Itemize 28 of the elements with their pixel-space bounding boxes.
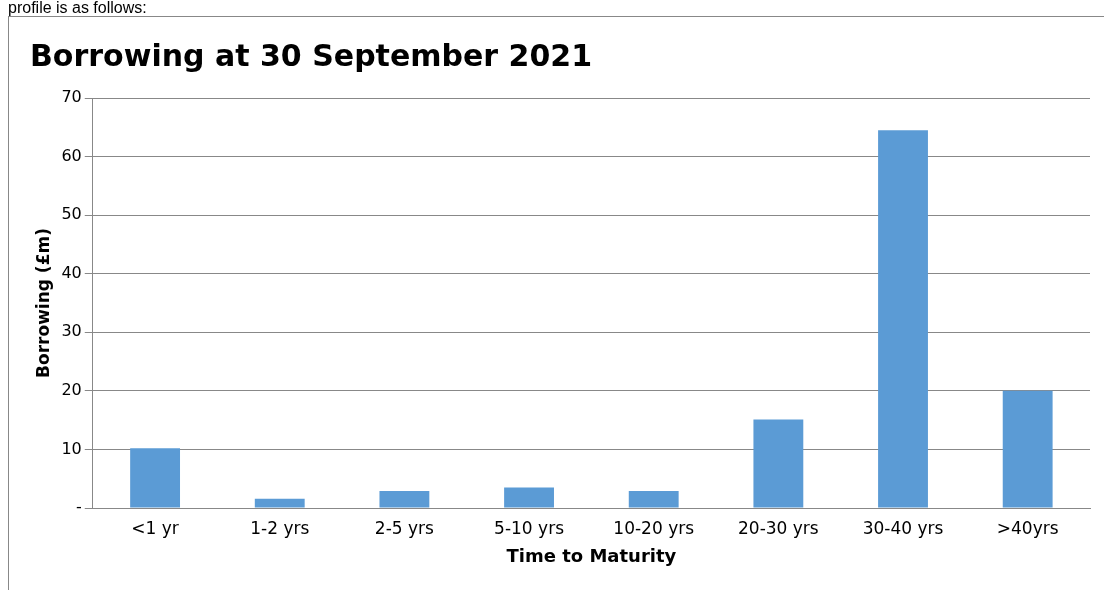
y-tick-label: 30 [61, 321, 82, 341]
bar [1002, 390, 1053, 508]
x-tick-label: 30-40 yrs [862, 517, 944, 538]
bar [130, 448, 181, 508]
x-axis-title: Time to Maturity [506, 544, 677, 566]
y-tick-label: 20 [61, 380, 82, 400]
y-tick-label: 40 [61, 262, 82, 282]
bar [504, 487, 554, 508]
bar [878, 130, 928, 508]
x-tick-label: 2-5 yrs [374, 517, 435, 538]
x-tick-label: 10-20 yrs [613, 517, 695, 538]
y-tick-label: 50 [61, 204, 82, 224]
bar [628, 491, 679, 508]
x-tick-label: >40yrs [996, 517, 1059, 538]
x-tick-label: 5-10 yrs [494, 517, 565, 538]
bar [254, 498, 305, 508]
text: profile is as follows: [8, 0, 147, 16]
y-tick-label: 60 [61, 145, 82, 165]
x-tick-label: <1 yr [131, 517, 179, 538]
chart-title: Borrowing at 30 September 2021 [30, 37, 593, 73]
bar [379, 491, 430, 508]
y-tick-label: 70 [61, 87, 82, 107]
y-axis-title: Borrowing (£m) [32, 228, 53, 378]
x-tick-label: 1-2 yrs [250, 517, 310, 538]
y-tick-label: - [75, 497, 82, 517]
y-tick-label: 10 [61, 438, 82, 458]
x-tick-label: 20-30 yrs [738, 517, 819, 538]
bar [753, 419, 804, 508]
